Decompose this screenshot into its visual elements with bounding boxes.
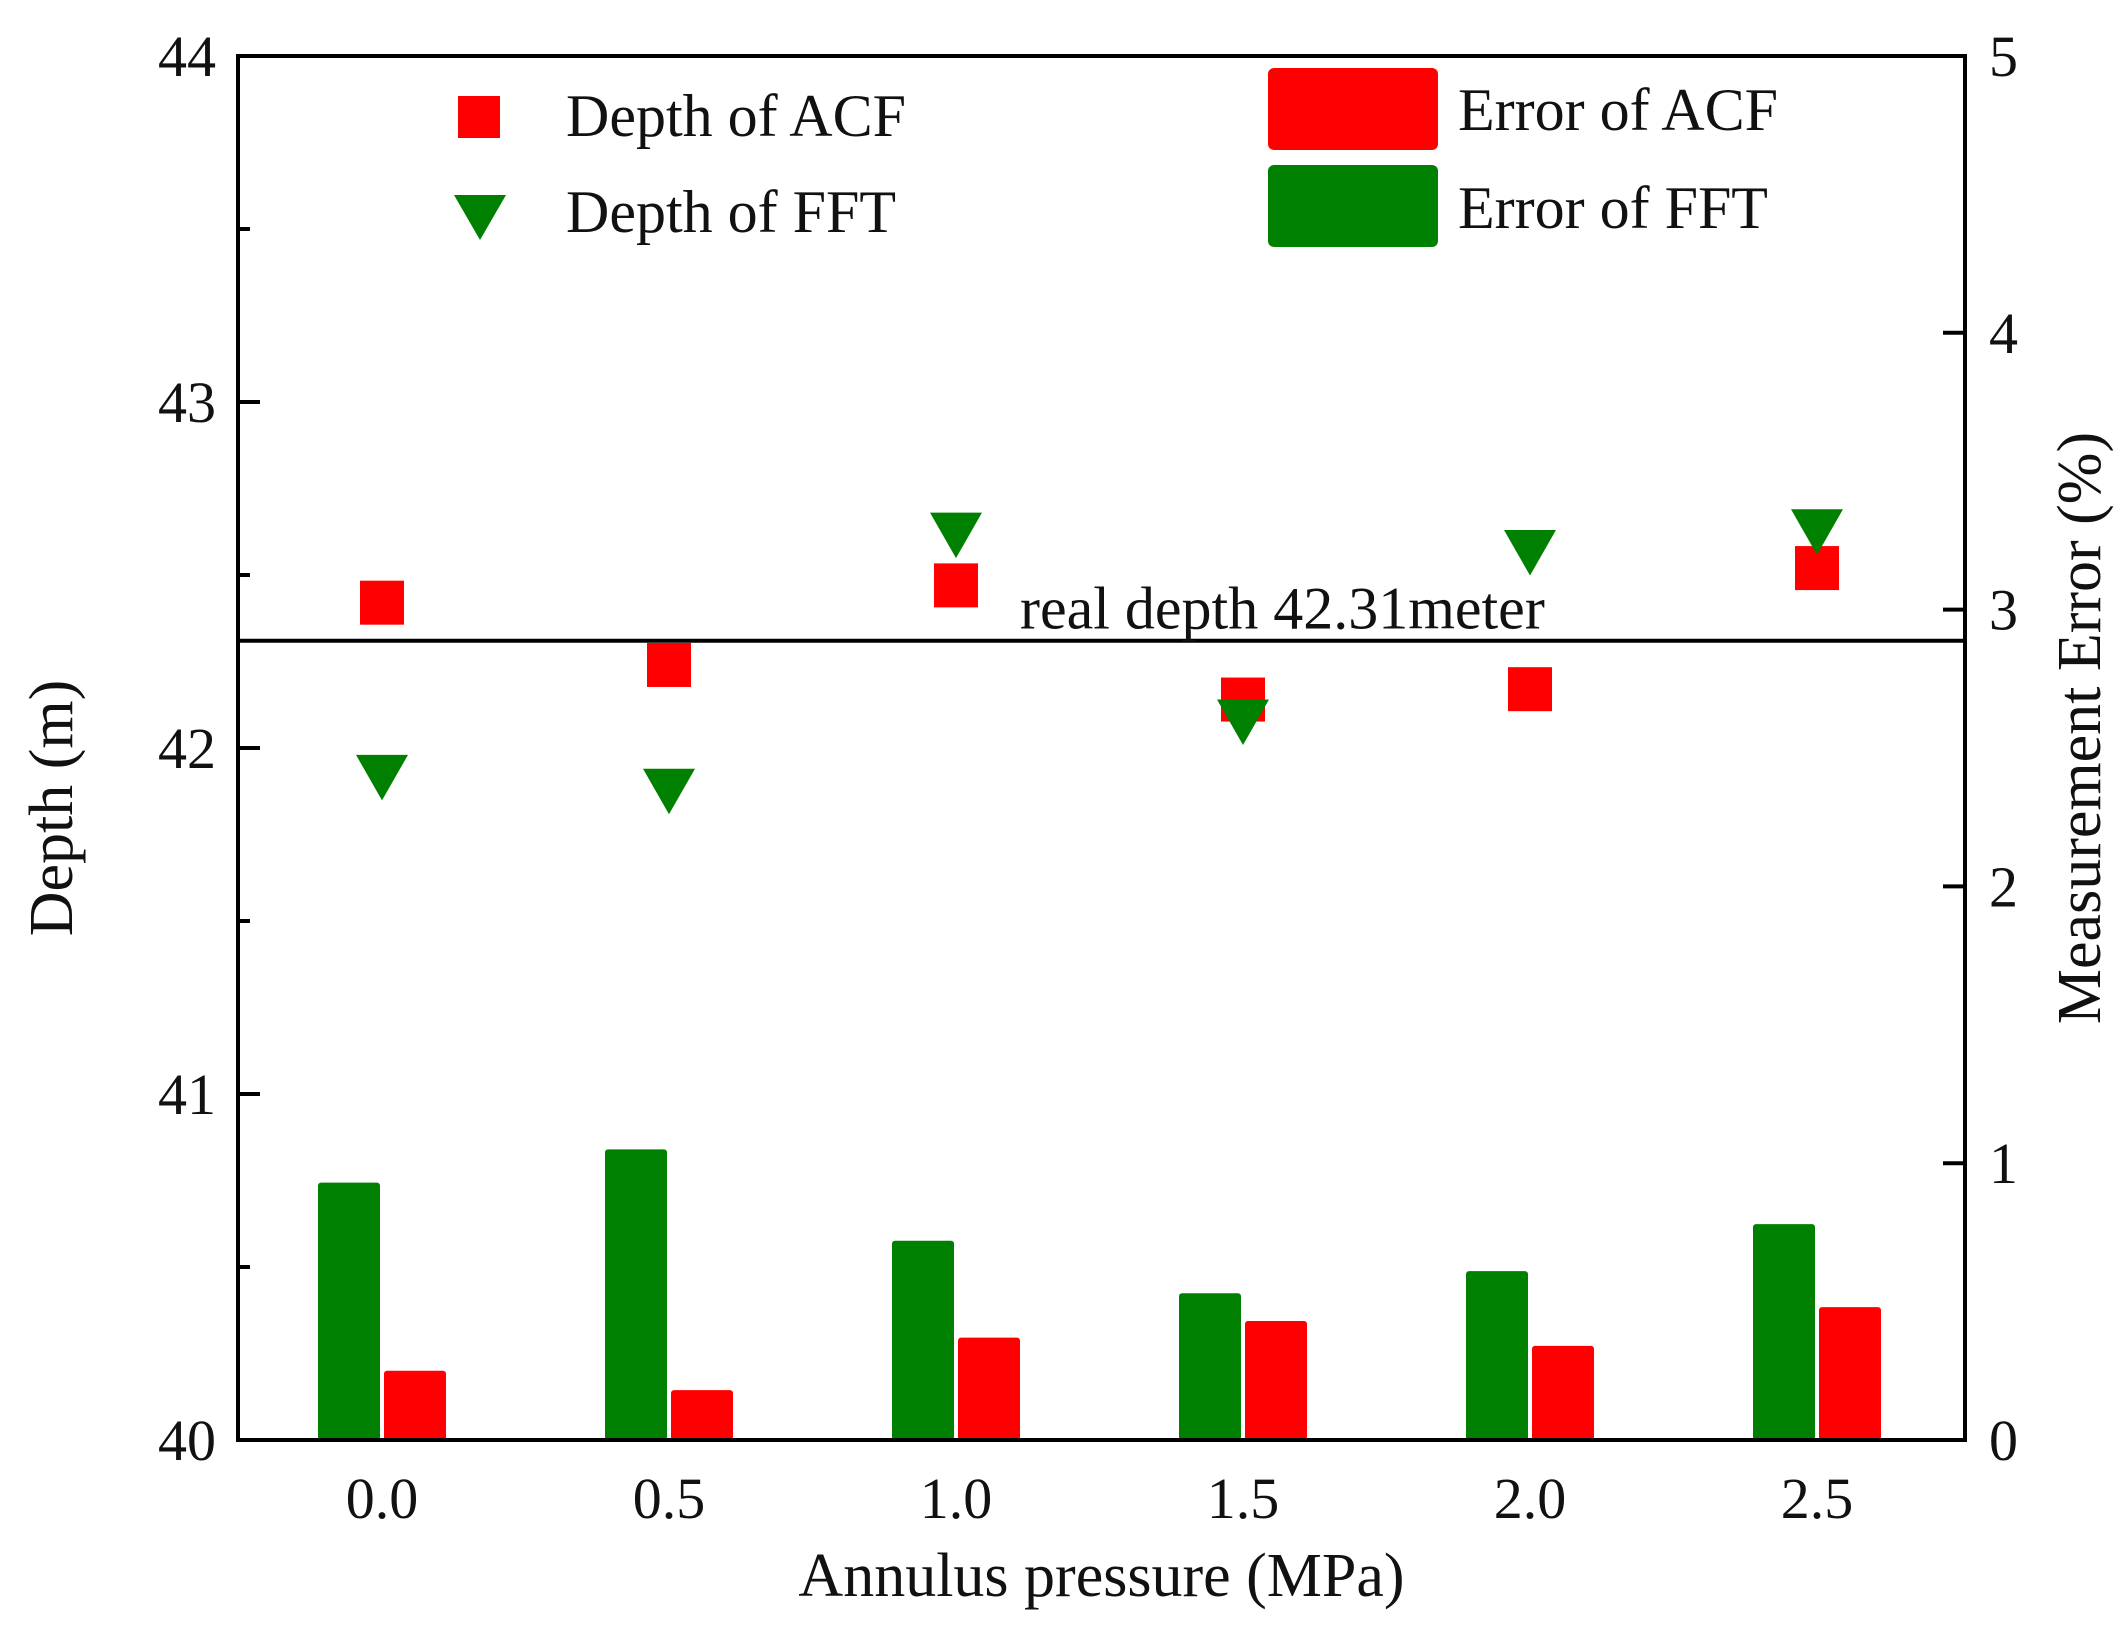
legend: Depth of ACF Depth of FFT Error of ACF Erro… bbox=[454, 68, 1778, 247]
x-tick-label: 0.0 bbox=[346, 1466, 419, 1531]
y-right-tick-label: 3 bbox=[1989, 578, 2018, 643]
point-depth-fft bbox=[1791, 509, 1843, 555]
point-depth-fft bbox=[1217, 699, 1269, 746]
legend-swatch-depth-acf bbox=[458, 96, 500, 138]
x-tick-label: 2.0 bbox=[1494, 1466, 1567, 1531]
y-axis-left-title: Depth (m) bbox=[18, 680, 86, 937]
points-layer bbox=[356, 509, 1843, 815]
bar-error-fft bbox=[605, 1149, 667, 1440]
bar-error-acf bbox=[1245, 1320, 1307, 1440]
point-depth-acf bbox=[647, 642, 691, 687]
bars-layer bbox=[318, 1149, 1881, 1440]
bar-error-fft bbox=[1179, 1293, 1241, 1440]
bar-error-fft bbox=[1753, 1224, 1815, 1440]
legend-label-depth-acf: Depth of ACF bbox=[566, 83, 906, 149]
point-depth-fft bbox=[1504, 529, 1556, 576]
reference-line-label: real depth 42.31meter bbox=[1020, 576, 1545, 642]
y-left-tick-label: 42 bbox=[158, 716, 216, 781]
bar-error-acf bbox=[958, 1337, 1020, 1440]
legend-label-depth-fft: Depth of FFT bbox=[566, 179, 896, 245]
y-left-tick-label: 41 bbox=[158, 1062, 216, 1127]
point-depth-acf bbox=[360, 580, 404, 625]
x-axis-title: Annulus pressure (MPa) bbox=[798, 1542, 1404, 1610]
plot-frame bbox=[236, 54, 1967, 1442]
y-right-tick-label: 0 bbox=[1989, 1408, 2018, 1473]
axes-layer: 40 41 42 43 44 0 1 2 3 4 5 0.0 0.5 1.0 1.5 2.0 2.5 bbox=[158, 24, 2018, 1531]
bar-error-fft bbox=[892, 1240, 954, 1440]
x-tick-label: 1.5 bbox=[1207, 1466, 1280, 1531]
legend-swatch-depth-fft bbox=[454, 195, 506, 240]
bar-error-acf bbox=[1819, 1307, 1881, 1440]
y-left-tick-label: 44 bbox=[158, 24, 216, 89]
legend-swatch-error-acf bbox=[1268, 68, 1438, 150]
y-right-tick-label: 4 bbox=[1989, 301, 2018, 366]
bar-error-acf bbox=[1532, 1345, 1594, 1440]
y-axis-right-title: Measurement Error (%) bbox=[2046, 432, 2114, 1024]
y-right-tick-label: 5 bbox=[1989, 24, 2018, 89]
bar-error-acf bbox=[384, 1370, 446, 1440]
bar-error-fft bbox=[318, 1182, 380, 1440]
point-depth-fft bbox=[930, 512, 982, 559]
y-left-tick-label: 43 bbox=[158, 370, 216, 435]
bar-error-acf bbox=[671, 1390, 733, 1440]
y-left-tick-label: 40 bbox=[158, 1408, 216, 1473]
x-tick-label: 2.5 bbox=[1781, 1466, 1854, 1531]
point-depth-fft bbox=[643, 768, 695, 815]
legend-label-error-fft: Error of FFT bbox=[1458, 175, 1768, 241]
legend-swatch-error-fft bbox=[1268, 165, 1438, 247]
legend-label-error-acf: Error of ACF bbox=[1458, 77, 1778, 143]
x-tick-label: 0.5 bbox=[633, 1466, 706, 1531]
point-depth-acf bbox=[934, 563, 978, 608]
point-depth-fft bbox=[356, 754, 408, 801]
bar-error-fft bbox=[1466, 1271, 1528, 1440]
point-depth-acf bbox=[1508, 667, 1552, 712]
y-right-tick-label: 1 bbox=[1989, 1131, 2018, 1196]
y-right-tick-label: 2 bbox=[1989, 854, 2018, 919]
x-tick-label: 1.0 bbox=[920, 1466, 993, 1531]
